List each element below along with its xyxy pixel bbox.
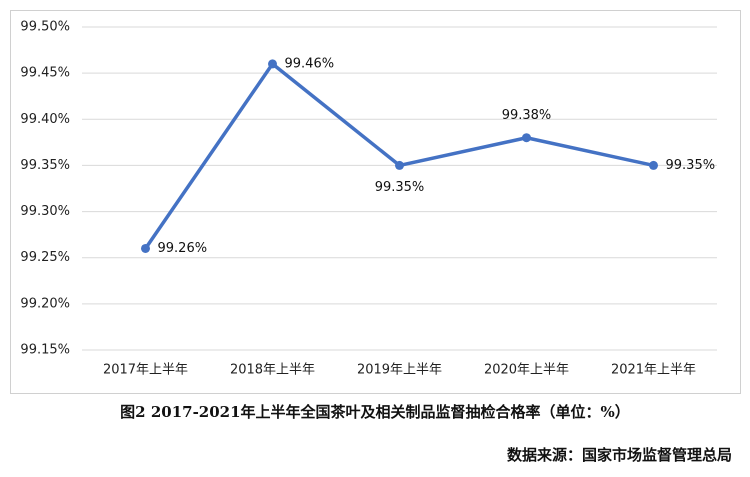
x-tick-label: 2018年上半年 bbox=[230, 363, 315, 378]
y-tick-label: 99.40% bbox=[20, 112, 70, 127]
x-tick-label: 2020年上半年 bbox=[484, 363, 569, 378]
value-label: 99.35% bbox=[666, 158, 716, 173]
y-tick-label: 99.20% bbox=[20, 296, 70, 311]
y-tick-label: 99.25% bbox=[20, 250, 70, 265]
point bbox=[649, 160, 658, 170]
point bbox=[268, 59, 277, 69]
point bbox=[141, 243, 150, 253]
value-label: 99.38% bbox=[502, 108, 552, 123]
y-tick-label: 99.30% bbox=[20, 204, 70, 219]
value-label: 99.35% bbox=[375, 180, 425, 195]
x-tick-label: 2021年上半年 bbox=[611, 363, 696, 378]
x-tick-label: 2017年上半年 bbox=[103, 363, 188, 378]
point bbox=[522, 133, 531, 143]
value-label: 99.46% bbox=[285, 56, 335, 71]
chart-frame bbox=[10, 10, 741, 394]
y-tick-label: 99.50% bbox=[20, 20, 70, 35]
y-tick-label: 99.45% bbox=[20, 66, 70, 81]
y-tick-label: 99.35% bbox=[20, 158, 70, 173]
caption: 图2 2017-2021年上半年全国茶叶及相关制品监督抽检合格率（单位：%） bbox=[120, 403, 630, 421]
value-label: 99.26% bbox=[158, 241, 208, 256]
x-tick-label: 2019年上半年 bbox=[357, 363, 442, 378]
point bbox=[395, 160, 404, 170]
y-tick-label: 99.15% bbox=[20, 343, 70, 358]
source: 数据来源：国家市场监督管理总局 bbox=[507, 446, 732, 464]
